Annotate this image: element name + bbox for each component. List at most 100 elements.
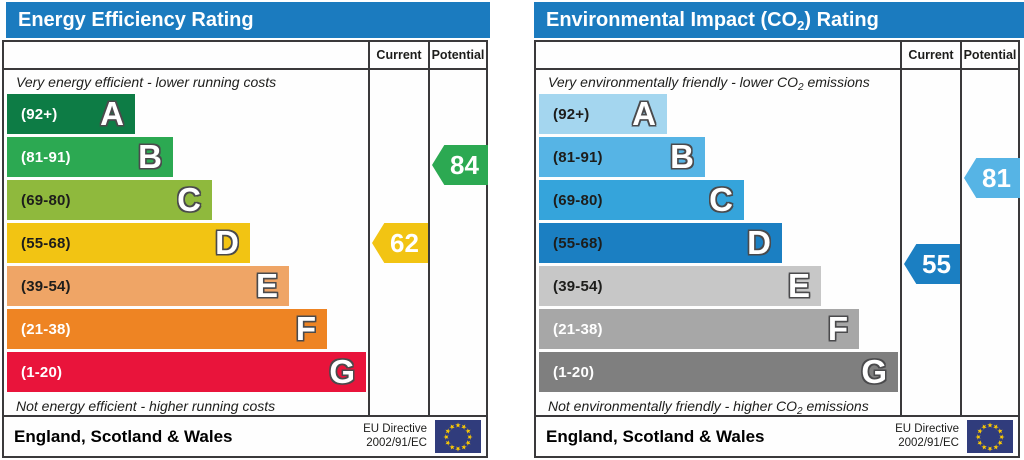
band-letter: D bbox=[215, 224, 239, 261]
band-letter: E bbox=[255, 267, 278, 304]
band-range-label: (55-68) bbox=[21, 234, 71, 252]
potential-rating-value: 81 bbox=[982, 162, 1011, 193]
panel-title-suffix: ) Rating bbox=[804, 9, 879, 31]
band-chart-area: Very environmentally friendly - lower CO… bbox=[536, 70, 900, 417]
band-row-c: (69-80) C bbox=[539, 180, 900, 220]
potential-rating-pointer: 81 bbox=[964, 158, 1020, 198]
band-range-label: (21-38) bbox=[553, 320, 603, 338]
top-caption-subscript: 2 bbox=[798, 82, 804, 93]
band-range-label: (92+) bbox=[553, 105, 590, 123]
eu-directive-label: EU Directive 2002/91/EC bbox=[363, 423, 427, 451]
band-bar-d: (55-68) D bbox=[539, 223, 782, 263]
eu-flag-icon: ★ ★ ★ ★ ★ ★ ★ ★ ★ ★ ★ ★ bbox=[435, 420, 481, 453]
band-row-g: (1-20) G bbox=[7, 352, 368, 392]
eu-directive-line2: 2002/91/EC bbox=[898, 436, 959, 449]
current-column-body bbox=[368, 70, 428, 415]
band-chart-area: Very energy efficient - lower running co… bbox=[4, 70, 368, 415]
band-bar-d: (55-68) D bbox=[7, 223, 250, 263]
band-bar-b: (81-91) B bbox=[539, 137, 705, 177]
band-letter: F bbox=[295, 310, 316, 347]
bottom-caption: Not environmentally friendly - higher CO… bbox=[536, 395, 900, 417]
band-range-label: (81-91) bbox=[553, 148, 603, 166]
band-row-b: (81-91) B bbox=[539, 137, 900, 177]
band-letter: C bbox=[709, 181, 733, 218]
potential-column-body bbox=[960, 70, 1018, 415]
band-range-label: (69-80) bbox=[21, 191, 71, 209]
band-letter: F bbox=[827, 310, 848, 347]
bottom-caption-text: Not energy efficient - higher running co… bbox=[16, 398, 276, 414]
band-letter: A bbox=[100, 95, 124, 132]
panel-title: Environmental Impact (CO2) Rating bbox=[534, 2, 1024, 38]
panel-title-text: Environmental Impact (CO bbox=[546, 9, 798, 31]
eu-directive-line1: EU Directive bbox=[895, 422, 959, 435]
eu-directive-line2: 2002/91/EC bbox=[366, 436, 427, 449]
band-letter: G bbox=[861, 353, 887, 390]
band-bar-c: (69-80) C bbox=[7, 180, 212, 220]
band-range-label: (39-54) bbox=[553, 277, 603, 295]
band-row-d: (55-68) D bbox=[7, 223, 368, 263]
band-bar-b: (81-91) B bbox=[7, 137, 173, 177]
bottom-caption-text: Not environmentally friendly - higher CO bbox=[548, 398, 797, 414]
band-letter: E bbox=[787, 267, 810, 304]
band-bar-c: (69-80) C bbox=[539, 180, 744, 220]
band-row-a: (92+) A bbox=[539, 94, 900, 134]
current-column-header: Current bbox=[900, 42, 960, 70]
panel-title-subscript: 2 bbox=[797, 18, 805, 33]
rating-table: Current Potential Very energy efficient … bbox=[2, 40, 488, 458]
band-letter: C bbox=[177, 181, 201, 218]
top-caption-text: Very energy efficient - lower running co… bbox=[16, 74, 277, 90]
table-footer: England, Scotland & Wales EU Directive 2… bbox=[536, 415, 1018, 456]
band-row-a: (92+) A bbox=[7, 94, 368, 134]
band-letter: B bbox=[670, 138, 694, 175]
band-range-label: (69-80) bbox=[553, 191, 603, 209]
bottom-caption: Not energy efficient - higher running co… bbox=[4, 395, 368, 415]
potential-column-header: Potential bbox=[960, 42, 1018, 70]
band-bar-a: (92+) A bbox=[7, 94, 135, 134]
panel-title: Energy Efficiency Rating bbox=[6, 2, 490, 38]
eu-star-icon: ★ bbox=[454, 422, 462, 429]
band-range-label: (1-20) bbox=[553, 363, 595, 381]
top-caption-text: Very environmentally friendly - lower CO bbox=[548, 74, 799, 90]
band-bar-e: (39-54) E bbox=[539, 266, 821, 306]
energy-efficiency-panel: Energy Efficiency Rating Current Potenti… bbox=[0, 0, 490, 460]
band-letter: D bbox=[747, 224, 771, 261]
band-bar-e: (39-54) E bbox=[7, 266, 289, 306]
eu-star-icon: ★ bbox=[986, 422, 994, 429]
band-row-f: (21-38) F bbox=[7, 309, 368, 349]
band-row-d: (55-68) D bbox=[539, 223, 900, 263]
band-range-label: (39-54) bbox=[21, 277, 71, 295]
potential-rating-value: 84 bbox=[450, 149, 479, 180]
band-letter: A bbox=[632, 95, 656, 132]
band-letter: B bbox=[138, 138, 162, 175]
bottom-caption-suffix: emissions bbox=[802, 398, 869, 414]
rating-table: Current Potential Very environmentally f… bbox=[534, 40, 1020, 458]
panel-title-text: Energy Efficiency Rating bbox=[18, 9, 254, 31]
top-caption-suffix: emissions bbox=[803, 74, 870, 90]
band-row-c: (69-80) C bbox=[7, 180, 368, 220]
band-row-b: (81-91) B bbox=[7, 137, 368, 177]
band-bar-f: (21-38) F bbox=[7, 309, 327, 349]
current-column-body bbox=[900, 70, 960, 415]
band-range-label: (81-91) bbox=[21, 148, 71, 166]
bottom-caption-subscript: 2 bbox=[797, 406, 803, 417]
potential-column-body bbox=[428, 70, 486, 415]
current-rating-pointer: 62 bbox=[372, 223, 428, 263]
eu-directive-label: EU Directive 2002/91/EC bbox=[895, 423, 959, 451]
region-label: England, Scotland & Wales bbox=[546, 426, 765, 446]
band-letter: G bbox=[329, 353, 355, 390]
band-row-e: (39-54) E bbox=[539, 266, 900, 306]
band-row-g: (1-20) G bbox=[539, 352, 900, 392]
potential-rating-pointer: 84 bbox=[432, 145, 488, 185]
current-column-header: Current bbox=[368, 42, 428, 70]
band-bar-f: (21-38) F bbox=[539, 309, 859, 349]
band-range-label: (55-68) bbox=[553, 234, 603, 252]
current-rating-pointer: 55 bbox=[904, 244, 960, 284]
eu-flag-icon: ★ ★ ★ ★ ★ ★ ★ ★ ★ ★ ★ ★ bbox=[967, 420, 1013, 453]
band-bar-a: (92+) A bbox=[539, 94, 667, 134]
top-caption: Very environmentally friendly - lower CO… bbox=[536, 70, 900, 94]
table-footer: England, Scotland & Wales EU Directive 2… bbox=[4, 415, 486, 456]
header-spacer bbox=[4, 42, 368, 70]
environmental-impact-panel: Environmental Impact (CO2) Rating Curren… bbox=[534, 0, 1024, 460]
band-range-label: (92+) bbox=[21, 105, 58, 123]
